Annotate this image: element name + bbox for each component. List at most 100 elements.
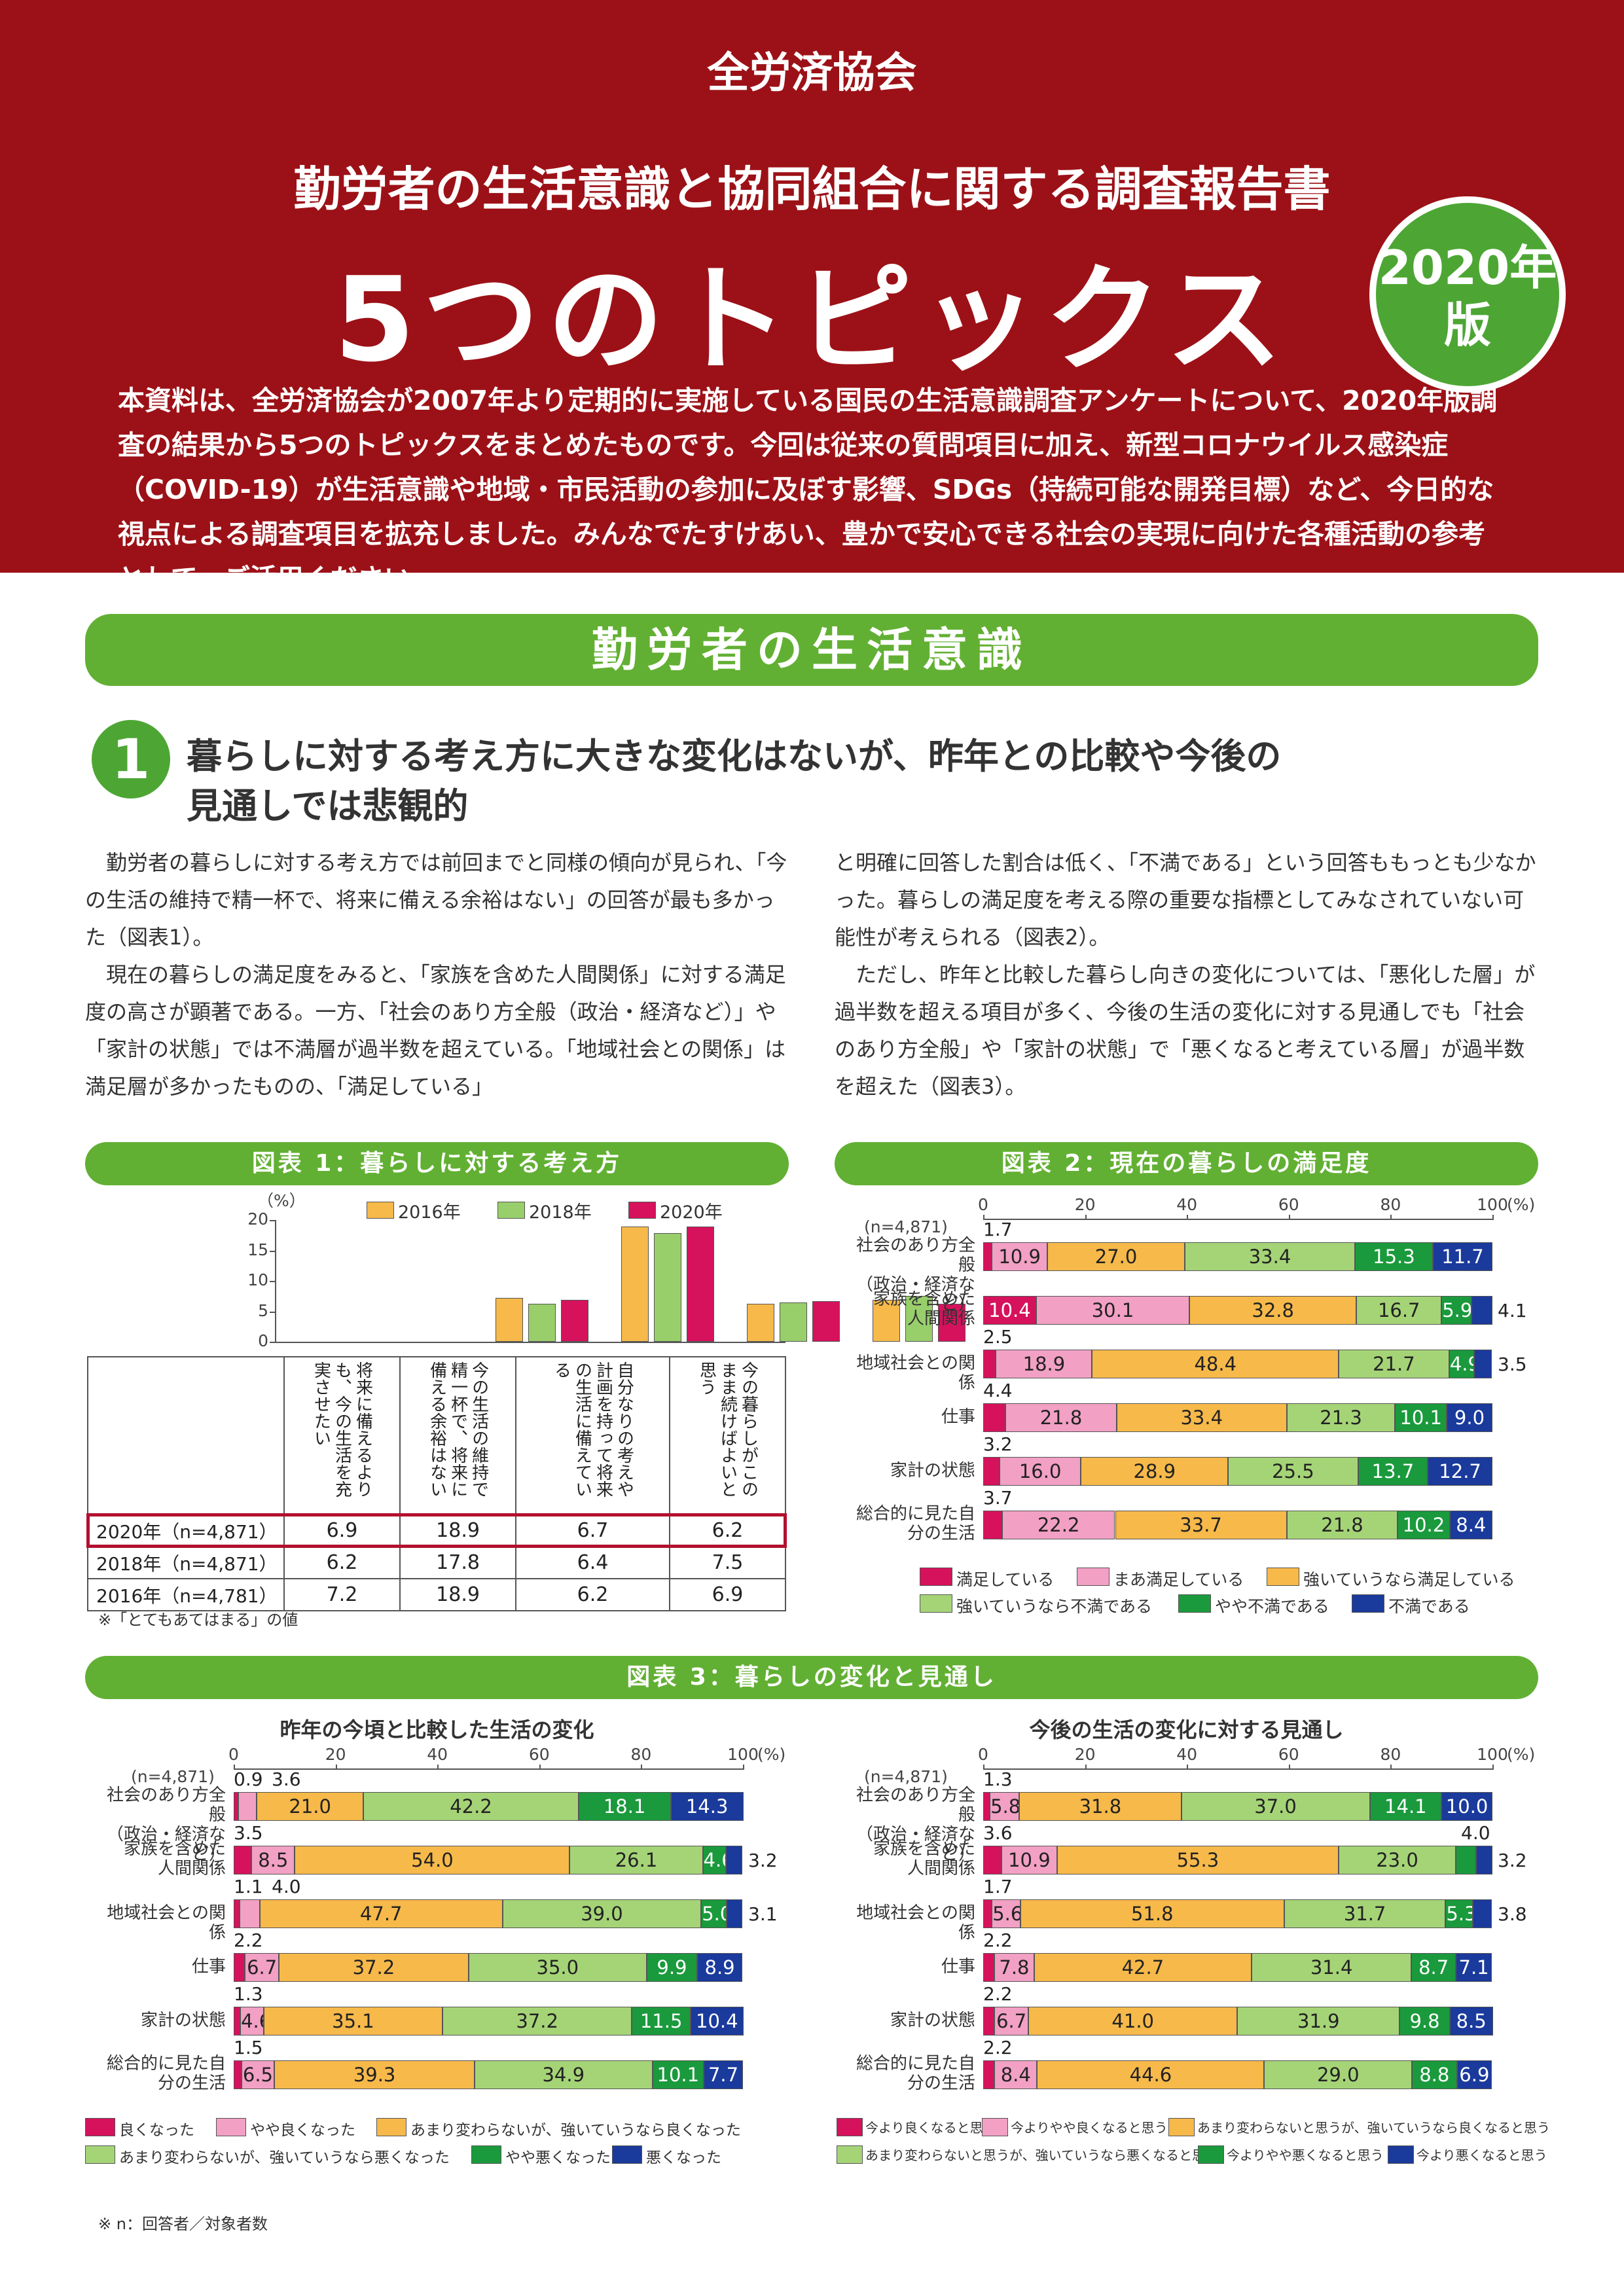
row-label-line: 総合的に見た自 [856, 1504, 975, 1524]
row-label: 地域社会との関係 [856, 1354, 975, 1393]
chart-n-label: (n=4,871) [864, 1217, 948, 1236]
bar-segment: 32.8 [1189, 1296, 1357, 1325]
row-label: 仕事 [941, 1407, 975, 1427]
row-label: 家族を含めた 人間関係 [851, 1289, 975, 1329]
fig1-y-tick-label: 5 [258, 1300, 268, 1320]
bar-segment: 34.9 [474, 2060, 653, 2089]
x-tick-label: 20 [1074, 1195, 1096, 1214]
legend-swatch [367, 1202, 394, 1219]
table-col-header: 将来に備えるよりも、今の生活を充実させたい [283, 1356, 401, 1515]
legend-swatch [1168, 2118, 1195, 2136]
table-row-2016: 2016年（n=4,781） 7.2 18.9 6.2 6.9 [87, 1578, 787, 1611]
bar-segment: 51.8 [1020, 1899, 1284, 1928]
row-label: 社会のあり方全般 （政治・経済など） [95, 1785, 226, 1864]
fig3-left-title: 昨年の今頃と比較した生活の変化 [280, 1717, 594, 1742]
bar-segment [727, 1899, 743, 1928]
bar-segment: 6.9 [1456, 2060, 1492, 2089]
x-tick-label: 80 [1380, 1745, 1401, 1764]
fig1-y-tick-label: 15 [247, 1240, 268, 1259]
legend-swatch [837, 2118, 863, 2136]
table-cell: 6.4 [515, 1546, 670, 1579]
table-col-header: 今の暮らしがこのまま続けばよいと思う [668, 1356, 787, 1515]
bar-segment: 35.0 [468, 1953, 647, 1982]
table-cell: 7.2 [283, 1578, 401, 1611]
bar-segment: 26.1 [569, 1846, 703, 1874]
row-label: 仕事 [941, 1957, 975, 1977]
bar-segment: 8.5 [1449, 2007, 1493, 2036]
bar-value-label: 3.6 [272, 1768, 301, 1790]
table-cell: 6.9 [668, 1578, 787, 1611]
legend-swatch [982, 2118, 1008, 2136]
bar-value-label: 1.5 [234, 2037, 263, 2058]
bar-segment: 13.7 [1358, 1457, 1428, 1486]
x-tick-label: 80 [1380, 1195, 1401, 1214]
bar-value-label: 1.7 [983, 1876, 1013, 1897]
x-axis-line [983, 1219, 1492, 1220]
row-label-line: 家族を含めた [873, 1839, 975, 1859]
row-label-line: 人間関係 [907, 1309, 975, 1329]
table-row-2020: 2020年（n=4,871） 6.9 18.9 6.7 6.2 [86, 1513, 787, 1548]
bar-segment: 44.6 [1037, 2060, 1265, 2089]
bar-segment [983, 1242, 992, 1271]
legend-label: やや悪くなった [505, 2149, 611, 2166]
bar-segment: 5.3 [1445, 1899, 1473, 1928]
x-tick [1492, 1215, 1494, 1220]
bar-segment [983, 1792, 990, 1821]
page-title: 5つのトピックス [334, 252, 1290, 387]
table-row-2018: 2018年（n=4,871） 6.2 17.8 6.4 7.5 [87, 1546, 787, 1579]
row-label: 2018年（n=4,871） [87, 1546, 285, 1579]
bar-segment: 6.7 [994, 2007, 1029, 2036]
bar-value-label: 2.2 [983, 2037, 1013, 2058]
bar-segment [234, 1846, 252, 1874]
table-cell: 17.8 [399, 1546, 517, 1579]
bar [561, 1299, 588, 1342]
x-tick [743, 1765, 744, 1770]
x-tick-label: 0 [978, 1745, 988, 1764]
bar-value-label: 3.6 [983, 1822, 1013, 1844]
bar-segment: 31.4 [1252, 1953, 1412, 1982]
bar-segment: 10.2 [1398, 1511, 1450, 1539]
x-tick [539, 1765, 541, 1770]
legend-label: 満足している [956, 1570, 1055, 1589]
row-label: 社会のあり方全般 （政治・経済など） [851, 1236, 975, 1314]
paragraph: と明確に回答した割合は低く、「不満である」という回答ももっとも少なかった。暮らし… [835, 850, 1536, 950]
legend-swatch [1352, 1594, 1384, 1613]
bar-segment: 11.7 [1432, 1242, 1492, 1271]
x-tick [1187, 1215, 1189, 1220]
x-tick-label: 0 [228, 1745, 239, 1764]
row-label-line: 社会のあり方全般 [106, 1785, 226, 1825]
fig1-y-tick-label: 10 [247, 1270, 268, 1289]
row-label: 総合的に見た自 分の生活 [851, 2054, 975, 2093]
bar-value-label: 1.1 [234, 1876, 263, 1897]
bar-segment: 7.1 [1455, 1953, 1492, 1982]
bar-value-label: 2.2 [234, 1929, 263, 1951]
bar-segment: 47.7 [259, 1899, 503, 1928]
x-tick [1390, 1765, 1392, 1770]
bar-segment: 10.1 [652, 2060, 704, 2089]
legend-label: 今よりやや悪くなると思う [1227, 2147, 1384, 2163]
row-label-line: 分の生活 [907, 2073, 975, 2093]
bar-segment: 42.7 [1034, 1953, 1252, 1982]
bar-segment [983, 1953, 995, 1982]
x-tick [234, 1765, 235, 1770]
legend-swatch [1267, 1568, 1299, 1586]
bar-segment [983, 1350, 996, 1378]
bar-segment: 5.6 [992, 1899, 1020, 1928]
bar-segment: 31.9 [1237, 2007, 1400, 2036]
row-label: 総合的に見た自 分の生活 [95, 2054, 226, 2093]
body-column-right: と明確に回答した割合は低く、「不満である」という回答ももっとも少なかった。暮らし… [835, 844, 1538, 1105]
edition-badge: 2020年 版 [1369, 196, 1566, 393]
chart-n-label: (n=4,871) [131, 1767, 215, 1786]
bar-segment: 9.0 [1446, 1403, 1492, 1432]
intro-text: 本資料は、全労済協会が2007年より定期的に実施している国民の生活意識調査アンケ… [118, 385, 1498, 594]
row-label: 家族を含めた 人間関係 [851, 1839, 975, 1878]
bar-segment [1455, 1846, 1477, 1874]
x-tick-label: 40 [1176, 1195, 1198, 1214]
fig1-y-axis-line [275, 1220, 276, 1342]
bar-segment: 18.1 [578, 1792, 671, 1821]
x-unit-label: (%) [1507, 1745, 1536, 1764]
legend-swatch [85, 2118, 115, 2136]
bar-value-label: 3.2 [1498, 1850, 1527, 1871]
legend-swatch [471, 2145, 501, 2164]
bar-segment [1471, 1296, 1492, 1325]
